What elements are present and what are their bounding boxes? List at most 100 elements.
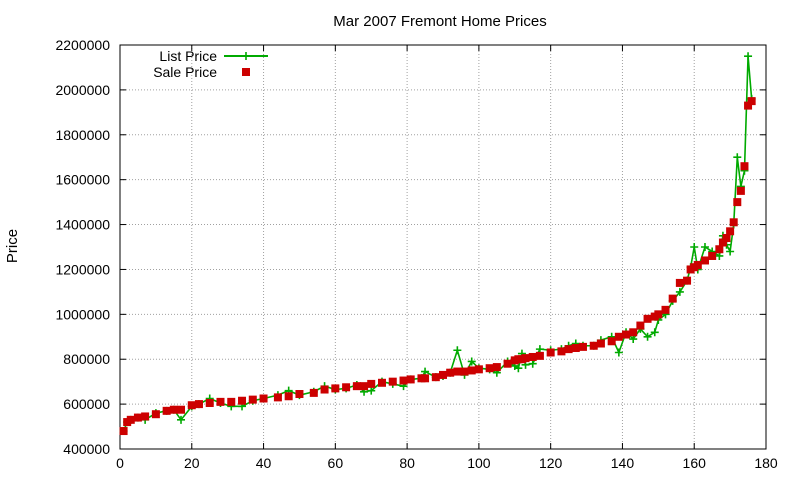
x-tick-label: 60 [328, 455, 344, 471]
legend: List Price Sale Price [153, 48, 268, 80]
sale-price-point [119, 427, 128, 436]
sale-price-point [668, 294, 677, 303]
sale-price-point [360, 382, 369, 391]
sale-price-point [399, 376, 408, 385]
sale-price-point [535, 351, 544, 360]
sale-price-point [367, 379, 376, 388]
sale-price-point [284, 392, 293, 401]
list-price-point [675, 287, 684, 296]
y-tick-label: 600000 [63, 396, 110, 412]
sale-price-point [747, 97, 756, 106]
x-tick-label: 140 [611, 455, 635, 471]
sale-price-point [726, 227, 735, 236]
sale-price-point [205, 398, 214, 407]
y-tick-label: 2000000 [55, 82, 110, 98]
x-tick-label: 20 [184, 455, 200, 471]
list-price-point [177, 415, 186, 424]
sale-price-point [187, 401, 196, 410]
sale-price-point [177, 405, 186, 414]
x-tick-label: 160 [683, 455, 707, 471]
chart-title: Mar 2007 Fremont Home Prices [333, 13, 546, 30]
sale-price-point [492, 363, 501, 372]
sale-price-point [528, 352, 537, 361]
legend-plus-glyph [242, 52, 250, 60]
sale-price-point [331, 384, 340, 393]
sale-price-point [169, 405, 178, 414]
sale-price-point [309, 388, 318, 397]
list-price-point [535, 345, 544, 354]
sale-price-point [683, 276, 692, 285]
x-tick-label: 100 [467, 455, 491, 471]
x-tick-label: 180 [754, 455, 778, 471]
sale-price-point [589, 341, 598, 350]
list-price-point [421, 367, 430, 376]
sale-price-point [744, 101, 753, 110]
sale-price-point [453, 367, 462, 376]
list-price-point [690, 243, 699, 251]
sale-price-point [729, 218, 738, 227]
list-price-point [614, 348, 623, 357]
sale-price-point [564, 345, 573, 354]
x-axis-ticks: 0 20 40 60 80 100 120 140 160 180 [116, 45, 778, 471]
y-tick-label: 800000 [63, 351, 110, 367]
sale-price-point [736, 186, 745, 195]
sale-price-point [133, 413, 142, 422]
sale-price-point [352, 382, 361, 391]
sale-price-point [446, 368, 455, 377]
legend-marker-list-price [242, 52, 250, 60]
sale-price-point [733, 198, 742, 207]
list-price-point [733, 153, 742, 162]
y-tick-label: 1400000 [55, 217, 110, 233]
series-sale-price [119, 97, 756, 436]
list-price-point [700, 243, 709, 251]
list-price-point [467, 357, 476, 366]
sale-price-point [388, 377, 397, 386]
sale-price-point [546, 348, 555, 357]
x-tick-label: 120 [539, 455, 563, 471]
sale-price-point [194, 400, 203, 409]
list-price-point [629, 335, 638, 344]
y-axis-ticks: 400000 600000 800000 1000000 1200000 1400000 1… [55, 37, 766, 457]
sale-price-point [320, 385, 329, 394]
list-price-point [726, 247, 735, 256]
sale-price-point [521, 354, 530, 363]
sale-price-point [636, 321, 645, 330]
sale-price-point [151, 410, 160, 419]
y-tick-label: 1000000 [55, 306, 110, 322]
y-tick-label: 400000 [63, 441, 110, 457]
sale-price-point [485, 364, 494, 373]
y-tick-label: 1800000 [55, 127, 110, 143]
sale-price-point [421, 374, 430, 383]
sale-price-point [467, 366, 476, 375]
sale-price-point [342, 383, 351, 392]
sale-price-point [596, 339, 605, 348]
sale-price-point [622, 330, 631, 339]
sale-price-point [162, 406, 171, 415]
sale-price-point [578, 342, 587, 351]
list-price-point [453, 346, 462, 355]
y-axis-label: Price [4, 229, 21, 263]
x-tick-label: 40 [256, 455, 272, 471]
list-price-point [514, 364, 523, 373]
sale-price-point [273, 393, 282, 402]
sale-price-point [141, 412, 150, 421]
sale-price-point [643, 314, 652, 323]
sale-price-point [248, 395, 257, 404]
sale-price-point [126, 415, 135, 424]
legend-marker-sale-price [242, 68, 250, 76]
sale-price-point [614, 332, 623, 341]
sale-price-point [607, 337, 616, 346]
y-tick-label: 2200000 [55, 37, 110, 53]
sale-price-point [700, 256, 709, 265]
list-price-point [744, 52, 753, 61]
list-price-point [367, 386, 376, 395]
sale-price-point [406, 375, 415, 384]
grid-lines [120, 45, 766, 449]
sale-price-point [708, 251, 717, 260]
sale-price-point [715, 245, 724, 254]
sale-price-point [216, 397, 225, 406]
y-tick-label: 1200000 [55, 261, 110, 277]
sale-price-point [557, 347, 566, 356]
list-price-point [643, 332, 652, 341]
